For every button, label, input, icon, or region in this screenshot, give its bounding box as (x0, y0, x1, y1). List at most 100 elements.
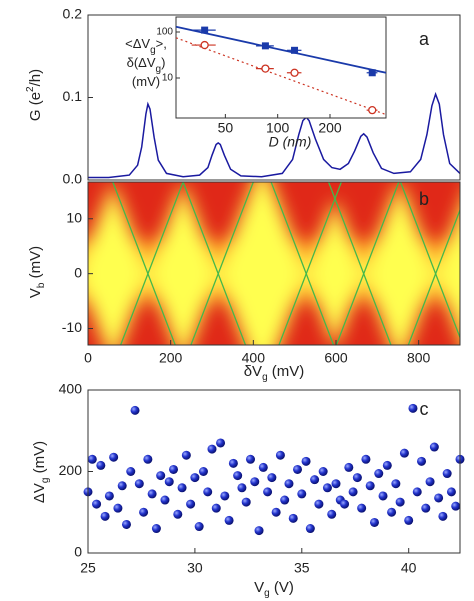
point (164, 477, 174, 487)
point (194, 522, 204, 532)
point (421, 503, 431, 513)
point (207, 444, 217, 454)
point (361, 454, 371, 464)
x-tick-label: 50 (218, 120, 234, 136)
label-part: g (264, 588, 270, 599)
label-part: g (150, 45, 156, 56)
diamond-edge (120, 182, 184, 345)
point (156, 471, 166, 481)
point (139, 507, 149, 517)
point (220, 491, 230, 501)
x-tick-label: 30 (187, 560, 203, 576)
point (280, 495, 290, 505)
point (331, 479, 341, 489)
diamond-edge (112, 182, 176, 345)
y-tick-label: -10 (62, 319, 82, 335)
axis-label: δ(ΔVg) (127, 55, 166, 75)
point (357, 503, 367, 513)
point (301, 456, 311, 466)
point (322, 483, 332, 493)
diamond-edge (327, 182, 392, 345)
point (442, 469, 452, 479)
point (412, 487, 422, 497)
point (96, 460, 106, 470)
point (288, 513, 298, 523)
point (261, 42, 269, 50)
diamond (147, 182, 219, 345)
y-tick-label: 400 (59, 381, 83, 397)
panel-label: c (420, 399, 429, 419)
diamond-edge (278, 182, 342, 345)
x-tick-label: 600 (324, 350, 348, 366)
point (92, 499, 102, 509)
label-part: G (e (27, 92, 44, 121)
label-part: (mV) (31, 441, 48, 478)
point (267, 473, 277, 483)
point (203, 487, 213, 497)
point (160, 495, 170, 505)
frame (87, 14, 461, 181)
point (327, 509, 337, 519)
y-tick-label: 0 (74, 264, 82, 280)
point (314, 499, 324, 509)
point (391, 479, 401, 489)
x-tick-label: 200 (318, 120, 342, 136)
label-part: ) (161, 55, 165, 70)
inset-x-label: D (nm) (269, 134, 312, 150)
label-part: V (27, 288, 44, 298)
x-tick-label: 200 (159, 350, 183, 366)
label-part: (mV) (268, 363, 305, 380)
label-part: ΔV (31, 483, 48, 503)
point (348, 487, 358, 497)
y-tick-label: 10 (66, 209, 82, 225)
fit-line (175, 25, 387, 74)
label-part: >, (156, 36, 167, 51)
axis-label: ΔVg (mV) (31, 441, 51, 503)
y-tick-label: 100 (156, 27, 173, 38)
label-part: g (40, 478, 51, 484)
axis-label: Vg (V) (254, 579, 294, 599)
point (404, 515, 414, 525)
point (271, 507, 281, 517)
point (254, 526, 264, 536)
point (352, 473, 362, 483)
point (126, 467, 136, 476)
point (113, 503, 123, 513)
point (446, 487, 456, 497)
point (109, 452, 119, 462)
frame (87, 181, 461, 346)
point (201, 26, 209, 34)
diamond (218, 182, 307, 345)
conductance-line (88, 91, 461, 179)
diamond (306, 198, 364, 345)
point (387, 507, 397, 517)
point (374, 469, 384, 479)
point (104, 491, 114, 501)
point (181, 450, 191, 460)
point (417, 456, 427, 466)
point (297, 489, 307, 499)
point (117, 481, 127, 491)
point (310, 475, 320, 485)
point (305, 524, 315, 534)
point (233, 471, 243, 481)
panel-label: a (419, 29, 430, 49)
point (143, 454, 153, 464)
axis-label: <ΔVg>, (125, 36, 167, 56)
point (438, 511, 448, 521)
point (368, 69, 376, 77)
heatmap (88, 182, 460, 345)
point (291, 46, 299, 54)
point (340, 499, 350, 509)
label-part: g (262, 372, 268, 383)
heatmap-blur (88, 182, 460, 345)
point (100, 511, 110, 521)
label-part: <ΔV (125, 36, 150, 51)
diamond-edge (190, 182, 254, 345)
point (261, 64, 270, 73)
label-part: (mV) (27, 246, 44, 283)
y-tick-label: 0 (74, 544, 82, 560)
point (134, 479, 144, 489)
point (425, 477, 435, 487)
axis-label: δVg (mV) (244, 363, 305, 383)
